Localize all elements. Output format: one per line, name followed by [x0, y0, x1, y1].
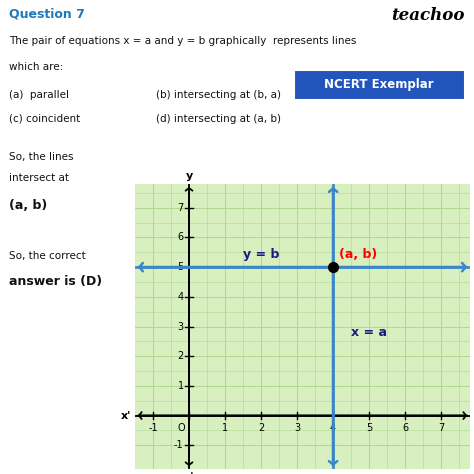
Text: (b) intersecting at (b, a): (b) intersecting at (b, a) — [156, 90, 282, 100]
Text: y = b: y = b — [243, 248, 279, 261]
Text: 6: 6 — [177, 232, 183, 242]
Text: answer is (D): answer is (D) — [9, 275, 102, 288]
Text: 3: 3 — [294, 423, 300, 433]
Text: 2: 2 — [258, 423, 264, 433]
Text: which are:: which are: — [9, 62, 64, 72]
Text: (a)  parallel: (a) parallel — [9, 90, 70, 100]
Text: 5: 5 — [366, 423, 372, 433]
Text: 6: 6 — [402, 423, 408, 433]
Text: -1: -1 — [174, 440, 183, 450]
Text: 5: 5 — [177, 262, 183, 272]
Text: So, the lines: So, the lines — [9, 152, 74, 162]
Text: 7: 7 — [177, 203, 183, 213]
Text: intersect at: intersect at — [9, 173, 70, 183]
Text: 4: 4 — [330, 423, 336, 433]
Text: -1: -1 — [148, 423, 158, 433]
Text: So, the correct: So, the correct — [9, 251, 86, 261]
Text: Question 7: Question 7 — [9, 7, 85, 20]
Text: 3: 3 — [177, 321, 183, 331]
Text: 4: 4 — [177, 292, 183, 302]
Text: (d) intersecting at (a, b): (d) intersecting at (a, b) — [156, 114, 282, 124]
Text: 7: 7 — [438, 423, 444, 433]
Text: 1: 1 — [222, 423, 228, 433]
Text: x = a: x = a — [351, 326, 387, 339]
Text: teachoo: teachoo — [391, 7, 465, 24]
Text: y': y' — [184, 472, 194, 474]
Text: 1: 1 — [177, 381, 183, 391]
Text: (a, b): (a, b) — [9, 199, 48, 212]
Text: x': x' — [121, 410, 131, 420]
Text: (c) coincident: (c) coincident — [9, 114, 81, 124]
Text: y: y — [185, 171, 192, 181]
Text: The pair of equations x = a and y = b graphically  represents lines: The pair of equations x = a and y = b gr… — [9, 36, 357, 46]
Text: 2: 2 — [177, 351, 183, 361]
Text: (a, b): (a, b) — [338, 248, 377, 261]
Text: NCERT Exemplar: NCERT Exemplar — [324, 78, 434, 91]
Text: O: O — [177, 423, 185, 433]
